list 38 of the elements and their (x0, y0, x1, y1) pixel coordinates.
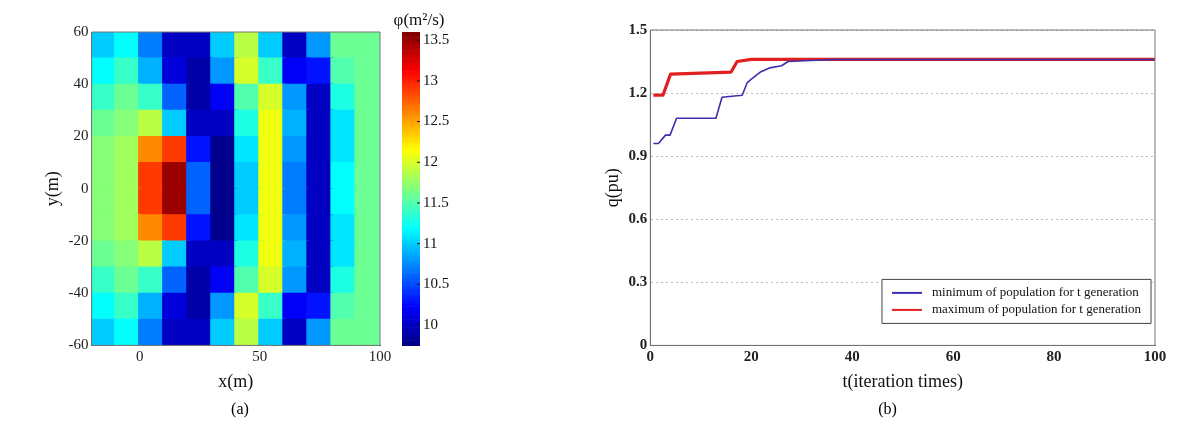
y-tick-label: 0.6 (628, 210, 648, 227)
y-tick-label: 1.5 (628, 20, 648, 37)
color-bar-label: 11.5 (423, 193, 449, 210)
y-tick-label: 0 (639, 336, 648, 353)
x-tick-label: 80 (1046, 348, 1062, 365)
x-axis-title: t(iteration times) (842, 370, 963, 392)
y-tick-label: -60 (68, 336, 89, 353)
x-tick-label: 50 (252, 348, 268, 365)
y-tick-label: 0.3 (628, 273, 648, 290)
color-bar-label: 13.5 (423, 31, 450, 48)
color-bar-label: 10 (423, 315, 438, 332)
color-bar-label: 13 (423, 71, 438, 88)
color-bar-title: φ(m²/s) (393, 9, 445, 29)
text: (b) (877, 400, 898, 418)
color-bar-label: 10.5 (423, 275, 450, 292)
x-tick-label: 100 (368, 348, 392, 365)
legend-label: maximum of population for t generation (931, 301, 1142, 317)
y-tick-label: -40 (68, 284, 89, 301)
y-tick-label: 20 (73, 127, 89, 144)
y-tick-label: -20 (68, 231, 89, 248)
x-tick-label: 40 (844, 348, 860, 365)
y-tick-label: 1.2 (628, 83, 648, 100)
y-tick-label: 0.9 (628, 147, 648, 164)
y-tick-label: 0 (81, 179, 89, 196)
x-axis-title: x(m) (218, 370, 254, 392)
x-tick-label: 0 (135, 348, 144, 365)
legend-label: minimum of population for t generation (931, 284, 1140, 300)
color-bar-label: 12 (423, 153, 438, 170)
y-axis-title: y(m) (41, 171, 63, 207)
y-axis-title: q(pu) (601, 168, 623, 208)
x-tick-label: 60 (945, 348, 961, 365)
y-tick-label: 40 (73, 75, 89, 92)
text: (a) (230, 400, 250, 418)
color-bar-label: 12.5 (423, 112, 450, 129)
x-tick-label: 100 (1143, 348, 1167, 365)
y-tick-label: 60 (73, 22, 89, 39)
x-tick-label: 20 (743, 348, 759, 365)
color-bar-label: 11 (423, 234, 438, 251)
